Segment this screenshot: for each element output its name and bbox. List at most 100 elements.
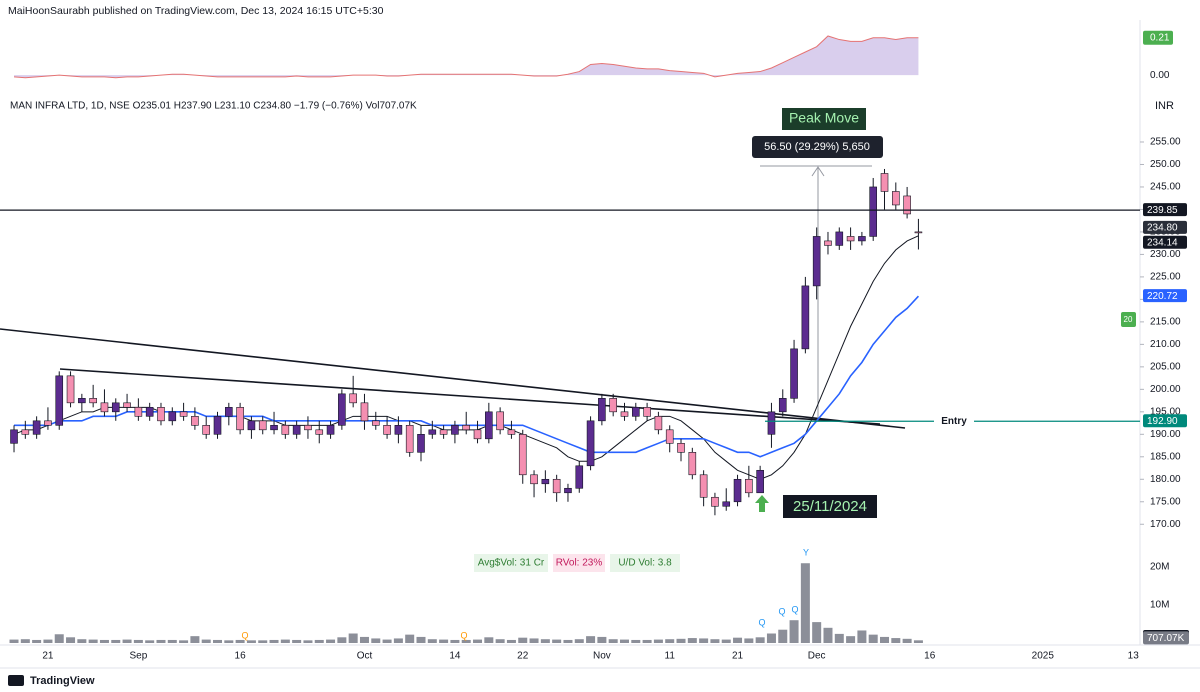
price-badge-label: 220.72 [1147,291,1178,302]
volume-bar [359,636,369,643]
volume-bar [269,639,279,643]
volume-bar [99,639,109,643]
x-tick-label: 11 [665,651,676,662]
vol-marker: Y [803,547,809,557]
volume-bar [834,633,844,643]
x-tick-label: Oct [357,651,373,662]
price-badge-label: 192.90 [1147,416,1178,427]
candle-body [677,443,685,453]
candle-body [552,478,561,494]
candle-body [292,425,301,435]
candle-body [507,429,516,435]
volume-bar [880,636,890,643]
volume-bar [518,637,528,643]
y-tick-label: 210.00 [1150,339,1181,350]
y-tick-label: 185.00 [1150,451,1181,462]
price-badge-label: 234.14 [1147,237,1178,248]
volume-bar [32,639,42,643]
osc-tick-label: 0.00 [1150,70,1170,81]
measure-arrowhead [811,166,825,177]
volume-bar [586,636,596,643]
volume-bar [619,639,629,643]
volume-bar [179,640,189,643]
candle-body [496,411,504,431]
volume-bar [755,637,765,643]
candle-body [586,420,595,467]
candle-body [903,195,911,215]
candle-body [281,425,290,435]
volume-bar [461,639,471,643]
trendline [0,328,906,429]
volume-bar [167,639,177,643]
annotations: Peak Move 56.50 (29.29%) 5,650 25/11/2024 2… [474,108,1136,572]
volume-bar [913,640,923,643]
candle-body [304,425,312,431]
stat-pill [553,554,605,572]
candle-body [846,236,855,242]
candle-body [349,393,357,404]
candle-body [654,416,663,431]
entry-label-bg [934,414,974,429]
y-tick-label: 195.00 [1150,406,1181,417]
volume-bar [371,638,381,643]
candle-body [66,375,75,404]
candle-body [643,407,651,417]
x-tick-label: Dec [808,651,826,662]
candle-body [575,465,584,489]
y-tick-label: 190.00 [1150,429,1181,440]
volume-bar [665,639,675,643]
volume-bar [133,639,143,643]
volume-bar [597,636,607,643]
stat-label: U/D Vol: 3.8 [618,558,672,569]
volume-bar [484,637,494,643]
candle-body [767,411,776,435]
volume-bar [506,639,516,643]
candle-body [338,393,346,426]
legend-line: MAN INFRA LTD, 1D, NSE O235.01 H237.90 L… [10,101,417,112]
volume-bar [224,640,234,643]
volume-bar [778,629,788,643]
vol-marker: Q [460,630,467,640]
candle-body [620,411,629,417]
y-tick-label: 175.00 [1150,496,1181,507]
volume-bar [43,639,53,643]
y-tick-label: 205.00 [1150,361,1181,372]
trendline [59,368,881,425]
brand: TradingView [30,675,95,687]
candle-body [428,429,437,435]
signal-badge [1121,312,1136,327]
vol-marker: Q [791,604,798,614]
volume-bar [800,563,810,643]
arrow-up [755,495,769,512]
volume-bar [382,639,392,643]
candle-body [688,452,697,476]
header: MaiHoonSaurabh published on TradingView.… [8,5,384,17]
osc-tick-label: 0.21 [1150,32,1170,43]
volume-bar [699,638,709,643]
volume-bar [348,633,358,643]
y-tick-label: 245.00 [1150,182,1181,193]
volume-bar [823,627,833,643]
candle-body [745,478,753,494]
candle-body [485,411,493,440]
candle-body [914,231,923,234]
volume-bar [789,620,799,643]
vol-marker: Q [778,606,785,616]
volume-bar [529,638,539,643]
measure-label: 56.50 (29.29%) 5,650 [764,141,870,153]
candle-body [835,231,844,246]
volume-bar [213,639,223,643]
volume-bar [235,639,245,643]
candle-body [145,407,154,417]
y-tick-label: 180.00 [1150,474,1181,485]
volume-bar [721,639,731,643]
candle-body [394,425,403,435]
candle-body [326,425,335,435]
candle-body [55,375,64,426]
candle-body [247,420,256,431]
entry-label: Entry [941,416,967,427]
candle-body [225,407,233,417]
peak-label: Peak Move [789,110,859,126]
